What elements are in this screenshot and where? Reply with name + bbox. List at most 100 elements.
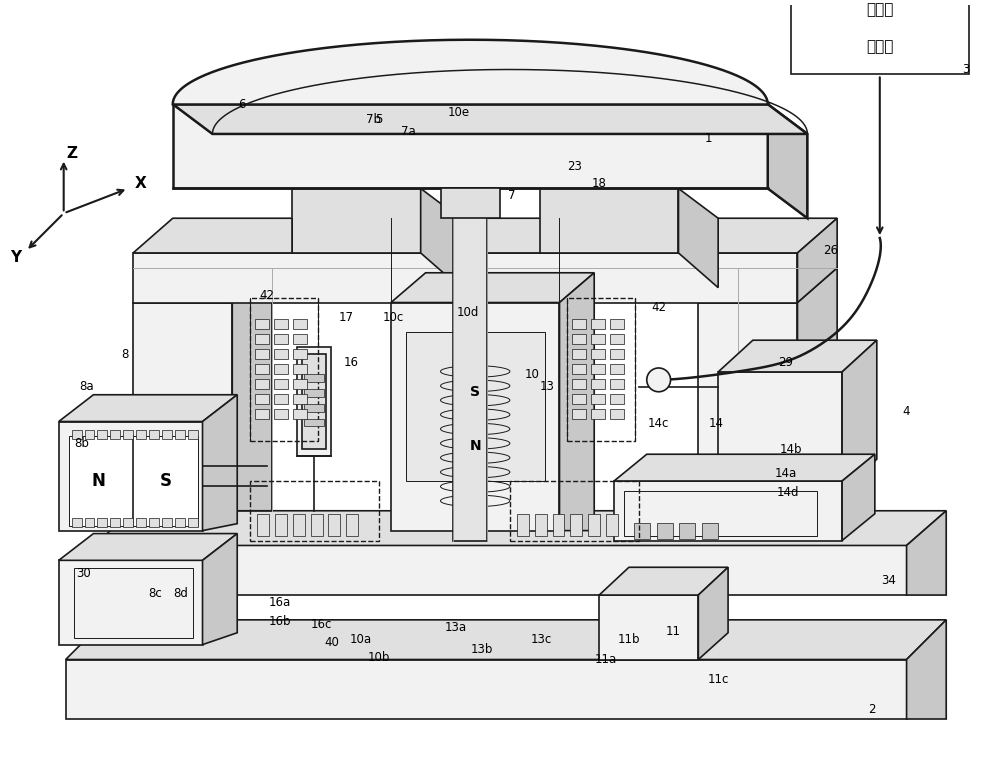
Bar [274, 364, 288, 374]
Bar [136, 430, 146, 439]
Polygon shape [698, 568, 728, 660]
Text: 8d: 8d [173, 587, 188, 600]
Text: 16a: 16a [269, 597, 291, 610]
Bar [293, 514, 305, 535]
Polygon shape [292, 189, 421, 253]
Polygon shape [768, 104, 807, 219]
Polygon shape [297, 347, 331, 456]
Text: 3: 3 [962, 63, 970, 76]
Bar [591, 349, 605, 359]
Bar [591, 319, 605, 329]
Bar [591, 364, 605, 374]
Text: 13b: 13b [471, 643, 493, 656]
Bar [535, 514, 547, 535]
Polygon shape [133, 253, 797, 302]
Text: 13a: 13a [444, 621, 466, 634]
Bar [97, 518, 107, 527]
Polygon shape [842, 454, 875, 541]
Polygon shape [232, 268, 272, 511]
Polygon shape [59, 534, 237, 561]
Bar [255, 379, 269, 389]
Bar [250, 298, 318, 441]
Polygon shape [614, 454, 875, 481]
Text: S: S [160, 472, 172, 490]
Bar [274, 409, 288, 419]
Polygon shape [559, 273, 594, 531]
Bar [275, 514, 287, 535]
Text: 18: 18 [592, 177, 607, 190]
Polygon shape [66, 660, 907, 719]
Bar [293, 334, 307, 344]
Bar [610, 364, 624, 374]
Polygon shape [406, 332, 545, 481]
Bar [175, 518, 185, 527]
Bar [162, 518, 172, 527]
Bar [610, 319, 624, 329]
Text: 34: 34 [881, 574, 896, 587]
Text: 14a: 14a [774, 466, 797, 479]
Bar [624, 491, 817, 535]
Polygon shape [133, 268, 272, 302]
Bar [610, 393, 624, 403]
Polygon shape [391, 302, 559, 531]
Text: 14d: 14d [776, 486, 799, 499]
Polygon shape [797, 219, 837, 302]
Text: 23: 23 [567, 160, 582, 173]
Polygon shape [173, 40, 768, 104]
Bar [657, 522, 673, 538]
Bar [255, 393, 269, 403]
Bar [72, 430, 82, 439]
Bar [293, 409, 307, 419]
Bar [274, 379, 288, 389]
Bar [255, 334, 269, 344]
Text: N: N [91, 472, 105, 490]
Polygon shape [698, 268, 837, 302]
Bar [149, 518, 159, 527]
Bar [304, 389, 324, 397]
Polygon shape [93, 545, 907, 595]
Bar [610, 409, 624, 419]
Polygon shape [292, 159, 460, 189]
Bar [610, 349, 624, 359]
Bar [136, 518, 146, 527]
Text: 40: 40 [324, 636, 339, 649]
Bar [591, 334, 605, 344]
Bar [328, 514, 340, 535]
Bar [293, 393, 307, 403]
Polygon shape [302, 354, 326, 449]
Bar [304, 403, 324, 412]
Bar [610, 379, 624, 389]
Polygon shape [203, 395, 237, 531]
Bar [606, 514, 618, 535]
Bar [572, 393, 586, 403]
Polygon shape [599, 595, 698, 660]
Text: 11c: 11c [707, 673, 729, 686]
Text: 7: 7 [508, 189, 516, 202]
Bar [274, 349, 288, 359]
Bar [572, 319, 586, 329]
Polygon shape [421, 189, 460, 288]
Bar [591, 379, 605, 389]
Bar [572, 334, 586, 344]
Bar [188, 430, 198, 439]
Text: 13c: 13c [531, 634, 552, 646]
Text: 11: 11 [666, 625, 681, 638]
Bar [85, 518, 94, 527]
Bar [293, 379, 307, 389]
Polygon shape [718, 372, 842, 491]
Bar [591, 393, 605, 403]
Polygon shape [133, 302, 232, 511]
Text: 6: 6 [238, 97, 246, 110]
Bar [255, 409, 269, 419]
Polygon shape [391, 273, 594, 302]
Text: 8: 8 [121, 347, 129, 360]
Polygon shape [797, 268, 837, 511]
Text: 10e: 10e [447, 106, 469, 119]
Bar [162, 430, 172, 439]
Bar [553, 514, 564, 535]
Text: 10d: 10d [457, 306, 479, 319]
Polygon shape [614, 481, 842, 541]
Text: 8a: 8a [79, 380, 94, 393]
Text: N: N [469, 439, 481, 453]
Polygon shape [93, 511, 946, 545]
